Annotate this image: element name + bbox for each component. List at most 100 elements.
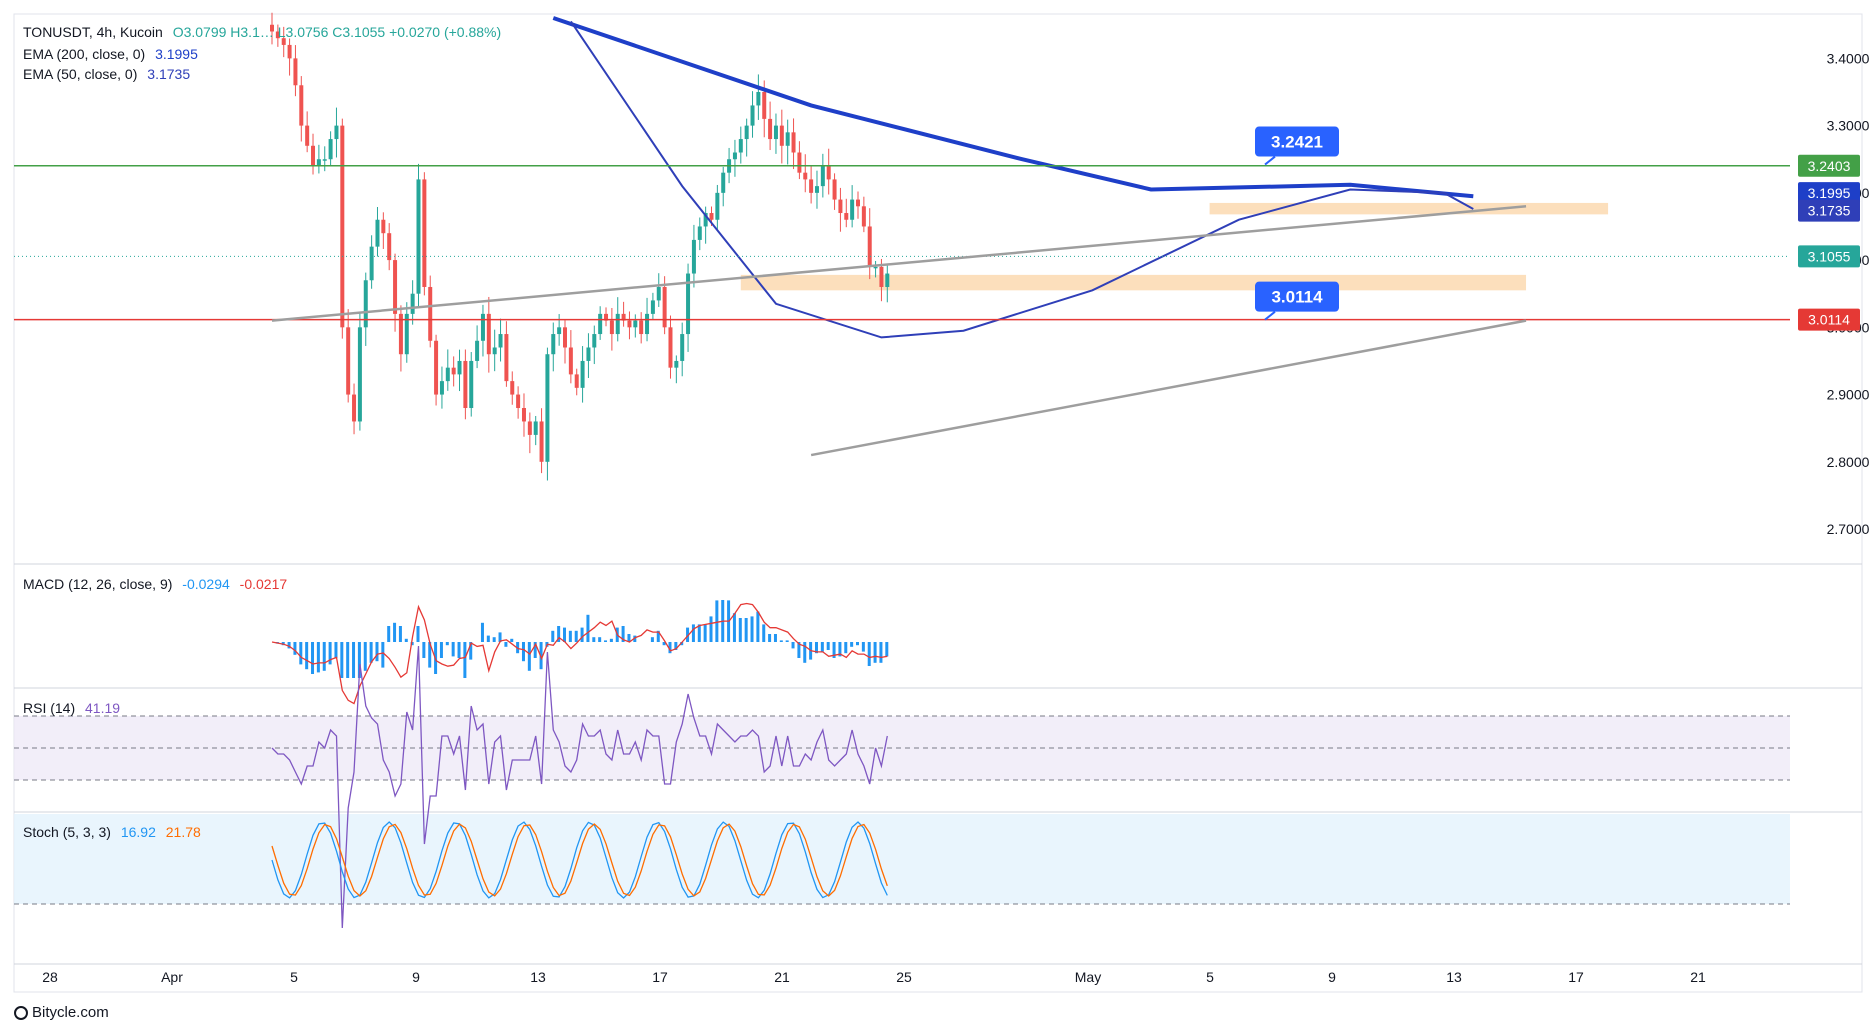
stoch-legend: Stoch (5, 3, 3) 16.92 21.78 [23,824,207,840]
candle [627,320,632,328]
candle [674,360,679,368]
macd-histogram-bar [732,613,736,642]
macd-histogram-bar [604,640,608,642]
macd-histogram-bar [352,642,356,678]
macd-histogram-bar [762,624,766,642]
time-tick-label: 9 [412,969,420,985]
candle [311,145,316,166]
time-tick-label: 25 [896,969,912,985]
macd-histogram-bar [873,642,877,663]
macd-histogram-bar [861,642,865,652]
candle [691,239,696,274]
candle [592,334,597,348]
candle [434,340,439,395]
ema50-line [570,20,1474,339]
candle [346,327,351,395]
macd-histogram-bar [885,642,889,657]
macd-histogram-bar [738,618,742,642]
candle [445,367,450,382]
ema200-line [552,16,1474,199]
candle [504,334,509,382]
macd-histogram-bar [486,635,490,642]
macd-histogram-bar [311,642,315,674]
macd-histogram-bar [797,642,801,658]
macd-histogram-bar [650,637,654,642]
candle [779,125,784,146]
candle [844,213,849,220]
macd-histogram-bar [480,622,484,642]
candle [398,313,403,355]
macd-histogram-bar [826,642,830,650]
macd-histogram-bar [492,637,496,642]
candle [803,172,808,180]
candle [387,233,392,261]
macd-histogram-bar [691,624,695,642]
price-tick-label: 2.7000 [1827,521,1870,537]
trendline [271,205,1527,322]
candle [615,313,620,335]
price-callout [1255,281,1339,312]
macd-histogram-bar [287,642,291,649]
candle [785,132,790,146]
candle [814,186,819,193]
price-axis-badge [1798,154,1860,177]
candle [621,313,626,321]
candle [410,293,415,314]
candle [463,360,468,409]
candle [879,266,884,287]
candle [762,91,767,119]
candle [580,360,585,388]
macd-histogram-bar [510,638,514,642]
macd-histogram-bar [867,642,871,666]
stoch-k-line [271,821,888,899]
brand-footer[interactable]: Bitycle.com [14,1004,109,1021]
macd-histogram-bar [598,637,602,642]
callout-label: 3.2421 [1271,133,1323,152]
price-callout [1255,126,1339,157]
candle [521,408,526,422]
macd-histogram-bar [715,600,719,642]
time-tick-label: 5 [1206,969,1214,985]
ema200-label: EMA (200, close, 0) [23,46,146,62]
ema200-value: 3.1995 [155,46,198,62]
candle [270,24,274,32]
candle [428,286,433,341]
macd-histogram-bar [592,637,596,642]
macd-histogram-bar [398,626,402,642]
callout-pointer [1264,310,1276,321]
stoch-label: Stoch (5, 3, 3) [23,824,111,840]
macd-histogram-bar [568,630,572,642]
candle [574,374,579,388]
macd-histogram-bar [340,642,344,678]
ema50-value: 3.1735 [147,66,191,82]
candle [545,354,550,462]
macd-histogram-bar [346,642,350,678]
price-axis-badge [1798,245,1860,268]
macd-histogram-bar [686,627,690,642]
price-zone [740,274,1527,291]
macd-legend: MACD (12, 26, close, 9) -0.0294 -0.0217 [23,576,293,592]
brand-logo-icon [14,1006,28,1020]
macd-label: MACD (12, 26, close, 9) [23,576,173,592]
macd-histogram-bar [521,642,525,662]
macd-value: -0.0294 [182,576,230,592]
macd-histogram-bar [838,642,842,657]
macd-histogram-bar [334,642,338,658]
candle [680,334,685,361]
candle [750,105,755,126]
macd-histogram-bar [750,616,754,642]
macd-histogram-bar [381,642,385,668]
macd-histogram-bar [674,642,678,650]
candle [416,179,421,294]
candle [703,213,708,227]
candle [527,421,532,435]
macd-histogram-bar [779,640,783,642]
candle [451,367,456,375]
time-tick-label: 13 [1446,969,1462,985]
candle [715,192,720,220]
stoch-k-value: 16.92 [120,824,156,840]
macd-signal-line [271,602,888,705]
macd-histogram-bar [803,642,807,663]
time-tick-label: 28 [42,969,58,985]
